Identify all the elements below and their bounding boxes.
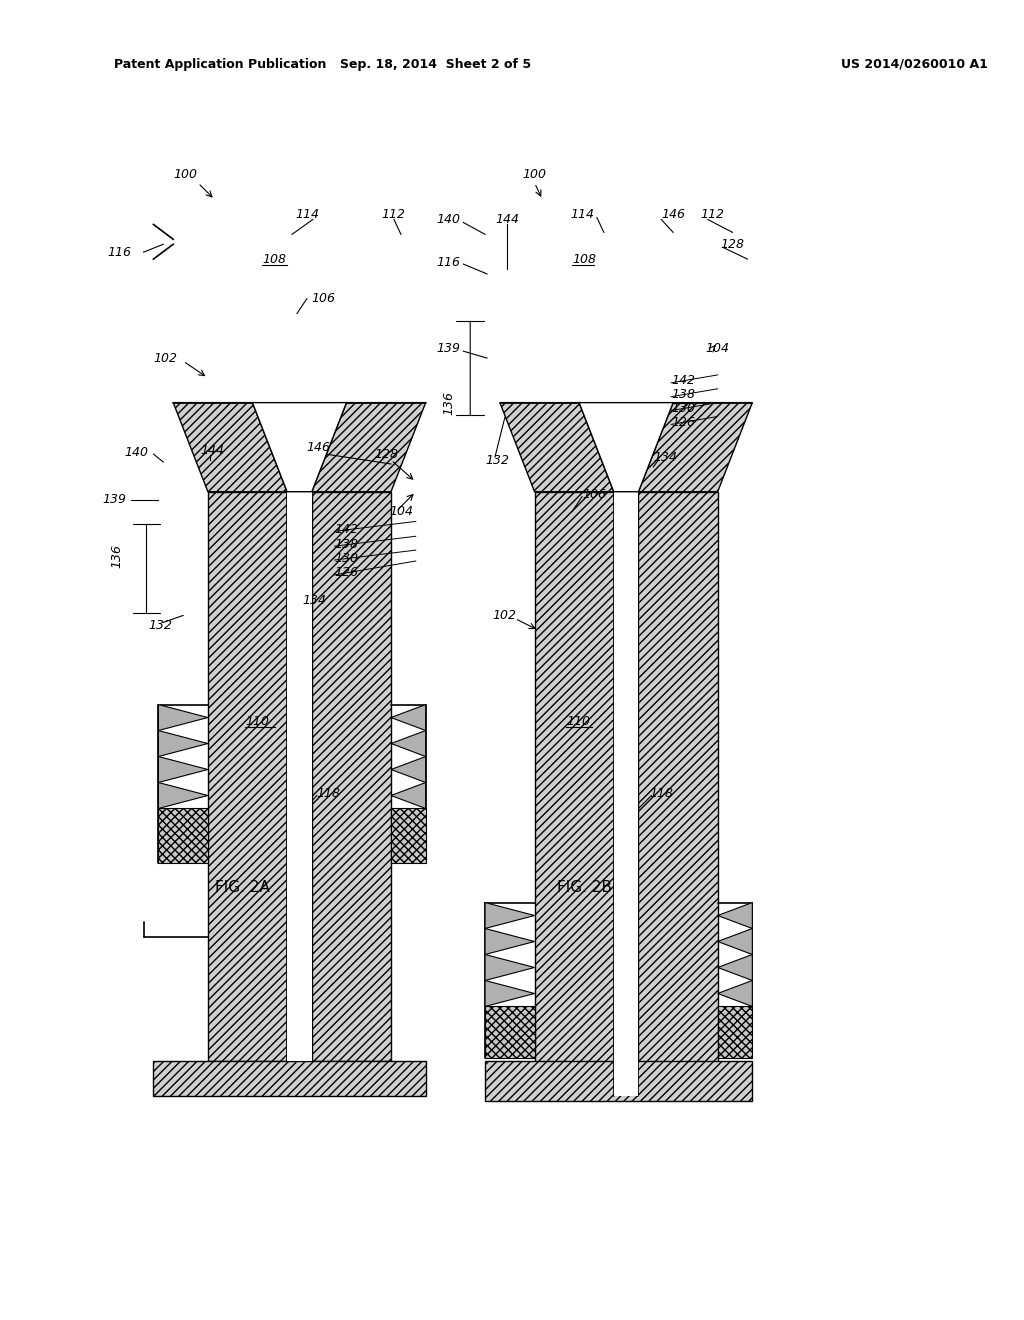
Text: 108: 108: [262, 252, 287, 265]
Text: Sep. 18, 2014  Sheet 2 of 5: Sep. 18, 2014 Sheet 2 of 5: [340, 58, 531, 70]
Text: 136: 136: [111, 544, 124, 568]
Text: 100: 100: [173, 169, 198, 181]
Text: 126: 126: [335, 566, 358, 579]
Polygon shape: [253, 403, 346, 492]
Text: 128: 128: [721, 238, 744, 251]
Text: 136: 136: [442, 391, 456, 414]
Text: FIG. 2A: FIG. 2A: [215, 880, 270, 895]
Text: 114: 114: [295, 209, 319, 220]
Text: 146: 146: [307, 441, 331, 454]
Bar: [287, 492, 312, 1061]
Text: 110: 110: [566, 715, 590, 727]
Text: 126: 126: [671, 416, 695, 429]
Polygon shape: [718, 954, 753, 981]
Text: 102: 102: [154, 351, 177, 364]
Polygon shape: [580, 403, 673, 492]
Text: 130: 130: [671, 403, 695, 414]
Text: Patent Application Publication: Patent Application Publication: [114, 58, 327, 70]
Bar: [485, 1006, 535, 1057]
Polygon shape: [159, 756, 208, 783]
Polygon shape: [485, 928, 535, 954]
Polygon shape: [485, 954, 535, 981]
Polygon shape: [391, 756, 426, 783]
Text: US 2014/0260010 A1: US 2014/0260010 A1: [842, 58, 988, 70]
Text: 134: 134: [653, 450, 677, 463]
Text: 142: 142: [671, 375, 695, 387]
Polygon shape: [173, 403, 287, 492]
Text: 106: 106: [582, 488, 606, 502]
Polygon shape: [639, 492, 718, 1096]
Text: 100: 100: [522, 169, 547, 181]
Bar: [718, 1006, 753, 1057]
Polygon shape: [159, 730, 208, 756]
Text: 138: 138: [335, 537, 358, 550]
Text: 139: 139: [436, 342, 461, 355]
Bar: [391, 808, 426, 863]
Text: 130: 130: [335, 552, 358, 565]
Text: 116: 116: [436, 256, 461, 268]
Text: 118: 118: [649, 787, 674, 800]
Text: 144: 144: [200, 444, 224, 457]
Text: 104: 104: [706, 342, 730, 355]
Polygon shape: [312, 403, 426, 492]
Polygon shape: [312, 492, 391, 1061]
Text: 128: 128: [374, 447, 398, 461]
Text: 108: 108: [572, 252, 596, 265]
Text: 112: 112: [700, 209, 725, 220]
Polygon shape: [485, 981, 535, 1006]
Text: 102: 102: [492, 609, 516, 622]
Polygon shape: [391, 730, 426, 756]
Text: 112: 112: [381, 209, 406, 220]
Text: 106: 106: [312, 292, 336, 305]
Polygon shape: [500, 403, 613, 492]
Text: 140: 140: [125, 446, 148, 458]
Text: FIG. 2B: FIG. 2B: [557, 880, 611, 895]
Polygon shape: [154, 1061, 426, 1096]
Polygon shape: [718, 928, 753, 954]
Polygon shape: [485, 1061, 753, 1101]
Text: 104: 104: [389, 506, 413, 517]
Text: 132: 132: [148, 619, 172, 632]
Text: 138: 138: [671, 388, 695, 401]
Polygon shape: [208, 492, 287, 1061]
Text: 144: 144: [495, 213, 519, 226]
Text: 142: 142: [335, 523, 358, 536]
Polygon shape: [639, 403, 753, 492]
Polygon shape: [391, 705, 426, 730]
Text: 139: 139: [102, 494, 127, 506]
Text: 140: 140: [436, 213, 461, 226]
Text: 110: 110: [246, 715, 269, 727]
Polygon shape: [718, 981, 753, 1006]
Polygon shape: [485, 903, 535, 928]
Polygon shape: [718, 903, 753, 928]
Text: 114: 114: [570, 209, 594, 220]
Text: 146: 146: [662, 209, 685, 220]
Polygon shape: [535, 492, 613, 1096]
Polygon shape: [391, 783, 426, 808]
Polygon shape: [159, 783, 208, 808]
Text: 118: 118: [316, 787, 341, 800]
Text: 134: 134: [302, 594, 326, 607]
Bar: [613, 492, 639, 1096]
Bar: [159, 808, 208, 863]
Text: 132: 132: [485, 454, 509, 466]
Text: 116: 116: [108, 246, 132, 259]
Polygon shape: [159, 705, 208, 730]
